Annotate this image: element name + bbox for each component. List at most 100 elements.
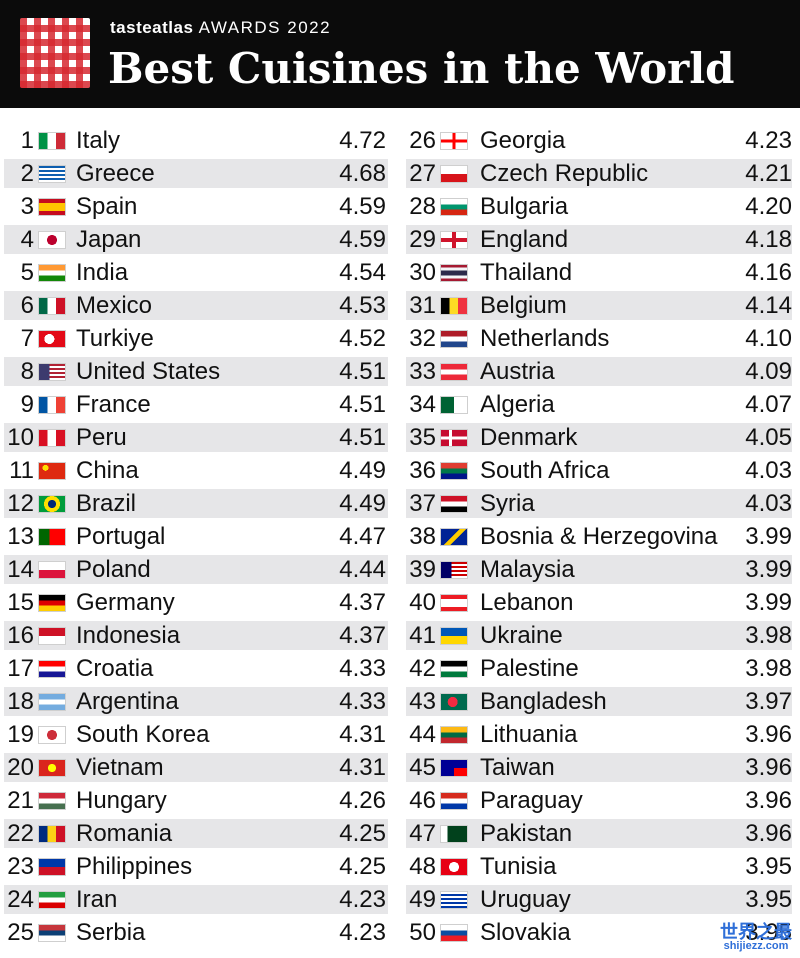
country-name: Bosnia & Herzegovina [480, 523, 718, 550]
cuisine-score: 4.72 [339, 127, 386, 154]
rank-number: 49 [409, 886, 436, 913]
cuisine-score: 4.59 [339, 226, 386, 253]
rank-number: 25 [7, 919, 34, 946]
ranking-row: 1 Italy 4.72 [0, 124, 388, 157]
checkered-tablecloth-logo [20, 18, 90, 88]
ranking-row: 20 Vietnam 4.31 [0, 751, 388, 784]
country-flag-icon [440, 726, 468, 744]
ranking-row: 31 Belgium 4.14 [402, 289, 792, 322]
ranking-row: 50 Slovakia 3.95 [402, 916, 792, 949]
country-flag-icon [38, 330, 66, 348]
cuisine-score: 4.49 [339, 457, 386, 484]
site-watermark: 世界之最 shijiezz.com [720, 923, 792, 952]
country-flag-icon [440, 462, 468, 480]
ranking-row: 30 Thailand 4.16 [402, 256, 792, 289]
cuisine-score: 4.37 [339, 589, 386, 616]
country-flag-icon [38, 561, 66, 579]
country-name: South Africa [480, 457, 610, 484]
rank-number: 16 [7, 622, 34, 649]
country-flag-icon [38, 396, 66, 414]
cuisine-score: 4.14 [745, 292, 792, 319]
rank-number: 17 [7, 655, 34, 682]
country-name: England [480, 226, 569, 253]
cuisine-score: 4.47 [339, 523, 386, 550]
country-flag-icon [440, 561, 468, 579]
cuisine-score: 4.09 [745, 358, 792, 385]
ranking-row: 10 Peru 4.51 [0, 421, 388, 454]
country-flag-icon [38, 726, 66, 744]
watermark-line-2: shijiezz.com [723, 940, 789, 952]
cuisine-score: 4.23 [745, 127, 792, 154]
ranking-row: 34 Algeria 4.07 [402, 388, 792, 421]
rank-number: 22 [7, 820, 34, 847]
country-flag-icon [38, 528, 66, 546]
country-flag-icon [440, 660, 468, 678]
cuisine-score: 4.52 [339, 325, 386, 352]
country-flag-icon [440, 594, 468, 612]
cuisine-score: 4.68 [339, 160, 386, 187]
rank-number: 32 [409, 325, 436, 352]
country-flag-icon [440, 165, 468, 183]
country-name: South Korea [76, 721, 210, 748]
rank-number: 26 [409, 127, 436, 154]
ranking-row: 28 Bulgaria 4.20 [402, 190, 792, 223]
country-flag-icon [440, 924, 468, 942]
cuisine-score: 4.44 [339, 556, 386, 583]
rank-number: 19 [7, 721, 34, 748]
ranking-row: 6 Mexico 4.53 [0, 289, 388, 322]
cuisine-score: 4.03 [745, 490, 792, 517]
country-flag-icon [38, 363, 66, 381]
cuisine-score: 4.23 [339, 919, 386, 946]
country-flag-icon [38, 264, 66, 282]
header-banner: tasteatlas AWARDS 2022 Best Cuisines in … [0, 0, 800, 108]
cuisine-score: 4.51 [339, 358, 386, 385]
country-name: Peru [76, 424, 127, 451]
rank-number: 43 [409, 688, 436, 715]
country-name: Georgia [480, 127, 566, 154]
rank-number: 12 [7, 490, 34, 517]
country-name: Romania [76, 820, 173, 847]
ranking-row: 41 Ukraine 3.98 [402, 619, 792, 652]
rank-number: 31 [409, 292, 436, 319]
country-name: Pakistan [480, 820, 573, 847]
rank-number: 8 [20, 358, 34, 385]
cuisine-score: 4.23 [339, 886, 386, 913]
cuisine-score: 4.33 [339, 688, 386, 715]
country-name: Lebanon [480, 589, 574, 616]
ranking-row: 4 Japan 4.59 [0, 223, 388, 256]
country-flag-icon [440, 429, 468, 447]
cuisine-score: 4.33 [339, 655, 386, 682]
ranking-row: 25 Serbia 4.23 [0, 916, 388, 949]
country-flag-icon [38, 693, 66, 711]
brand-suffix: AWARDS 2022 [198, 18, 332, 37]
ranking-row: 11 China 4.49 [0, 454, 388, 487]
country-flag-icon [440, 627, 468, 645]
rank-number: 18 [7, 688, 34, 715]
cuisine-score: 3.96 [745, 820, 792, 847]
country-flag-icon [38, 429, 66, 447]
country-flag-icon [38, 660, 66, 678]
country-name: Turkiye [76, 325, 154, 352]
ranking-row: 15 Germany 4.37 [0, 586, 388, 619]
country-name: Philippines [76, 853, 193, 880]
country-flag-icon [38, 759, 66, 777]
rank-number: 2 [20, 160, 34, 187]
rank-number: 29 [409, 226, 436, 253]
ranking-row: 12 Brazil 4.49 [0, 487, 388, 520]
country-flag-icon [38, 858, 66, 876]
ranking-row: 27 Czech Republic 4.21 [402, 157, 792, 190]
country-flag-icon [38, 627, 66, 645]
country-name: Belgium [480, 292, 567, 319]
ranking-row: 38 Bosnia & Herzegovina 3.99 [402, 520, 792, 553]
country-flag-icon [440, 264, 468, 282]
country-flag-icon [38, 198, 66, 216]
rank-number: 37 [409, 490, 436, 517]
ranking-row: 21 Hungary 4.26 [0, 784, 388, 817]
ranking-row: 33 Austria 4.09 [402, 355, 792, 388]
cuisine-score: 3.97 [745, 688, 792, 715]
country-flag-icon [440, 858, 468, 876]
country-name: Argentina [76, 688, 179, 715]
country-flag-icon [38, 792, 66, 810]
country-flag-icon [440, 132, 468, 150]
cuisine-score: 3.96 [745, 754, 792, 781]
